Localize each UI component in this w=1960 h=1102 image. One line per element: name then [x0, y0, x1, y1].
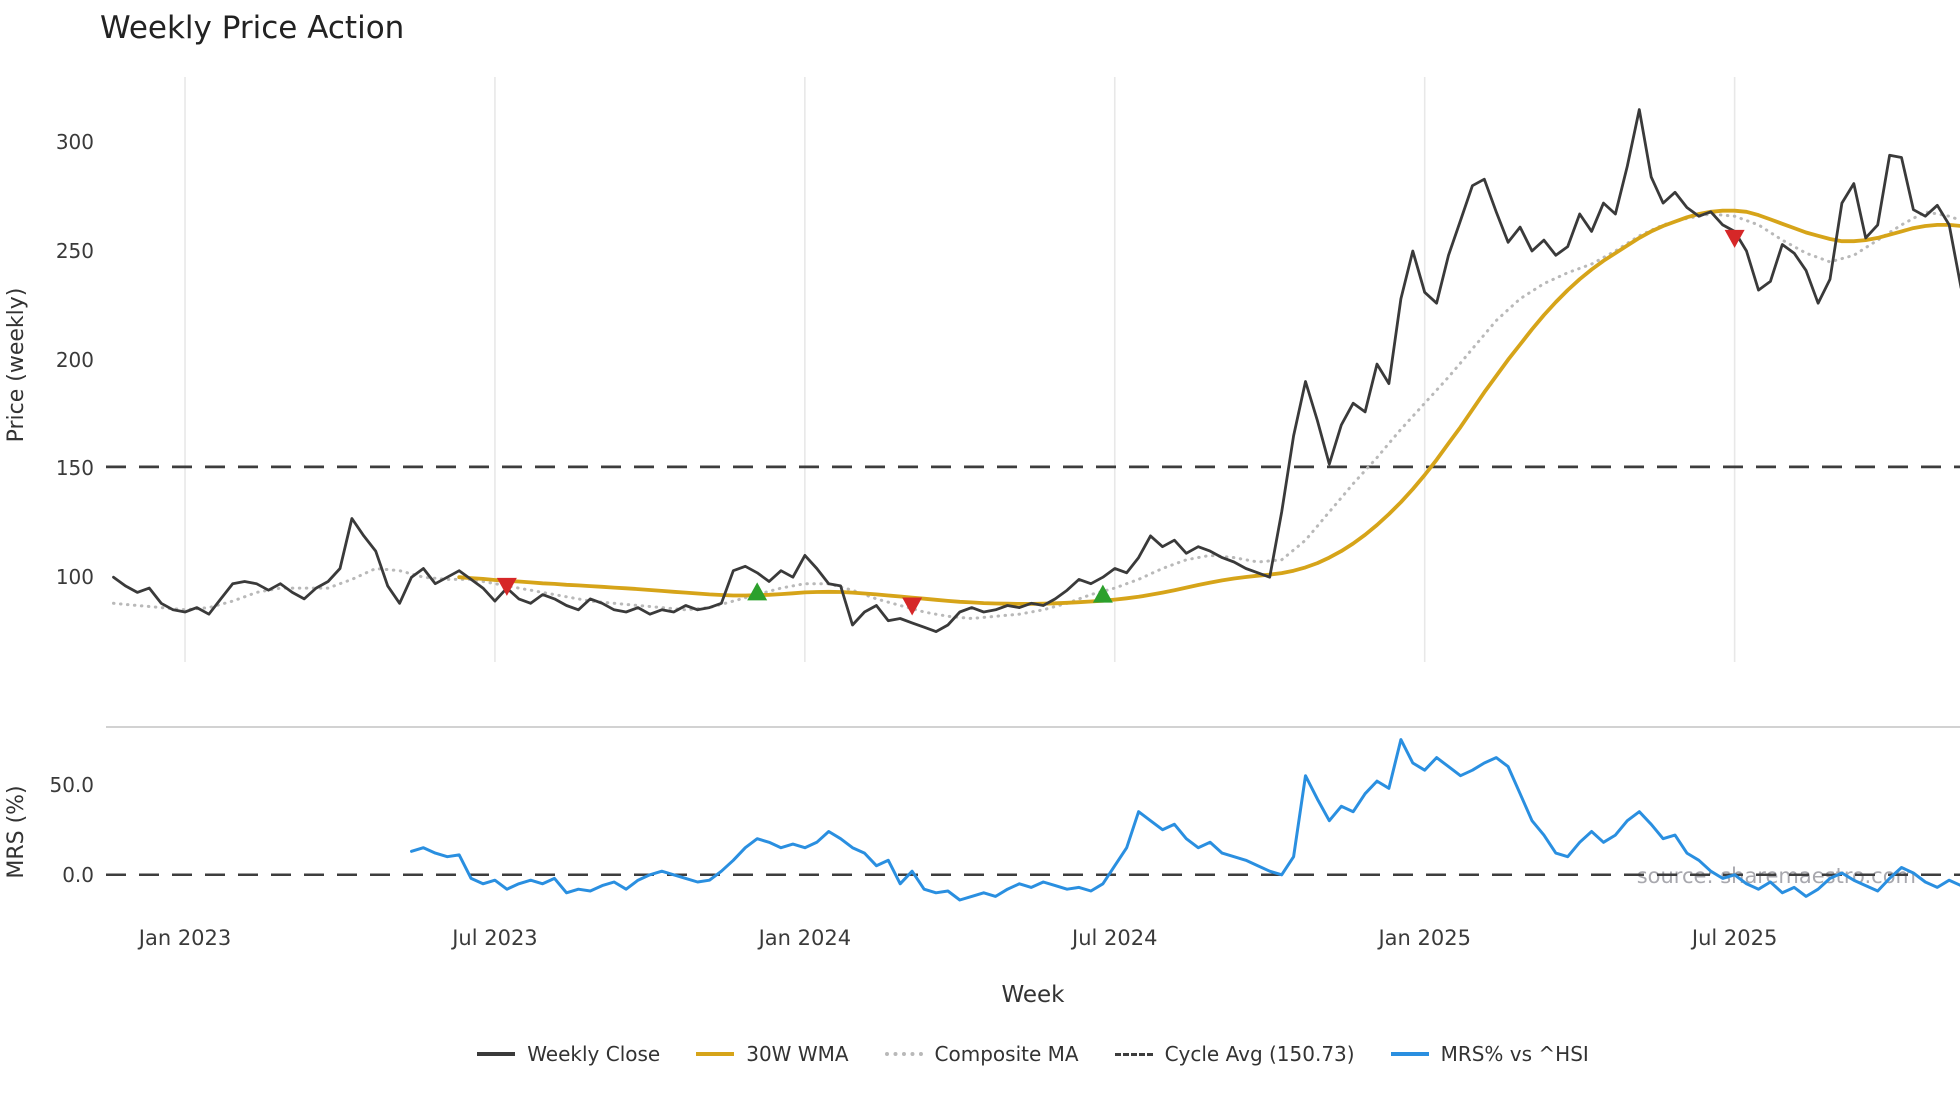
legend-label: Cycle Avg (150.73): [1164, 1042, 1355, 1066]
price-ytick-label: 300: [55, 130, 94, 155]
x-axis-title: Week: [1001, 982, 1065, 1008]
price-ytick-label: 250: [55, 238, 94, 263]
legend: Weekly Close 30W WMA Composite MA Cycle Avg…: [106, 1042, 1960, 1066]
watermark: source: sharemaestro.com: [1636, 864, 1916, 888]
legend-swatch-dotted: [884, 1052, 923, 1056]
mrs-axis-title: MRS (%): [4, 785, 29, 879]
composite-ma-line: [112, 210, 1960, 620]
sell-signal-marker: [496, 577, 517, 596]
legend-swatch-solid: [1390, 1052, 1429, 1056]
price-ytick-label: 150: [55, 456, 94, 481]
legend-item-cycle-avg-150-73: Cycle Avg (150.73): [1114, 1042, 1355, 1066]
sell-signal-marker: [1724, 229, 1745, 248]
buy-signal-marker: [747, 582, 768, 601]
legend-swatch-solid: [477, 1052, 516, 1056]
sell-signal-marker: [902, 597, 923, 616]
legend-item-mrs-vs-hsi: MRS% vs ^HSI: [1390, 1042, 1589, 1066]
legend-label: Composite MA: [934, 1042, 1079, 1066]
chart-title: Weekly Price Action: [100, 10, 405, 46]
mrs-vs-hsi-line: [410, 738, 1960, 902]
x-tick-label: Jul 2023: [452, 926, 538, 950]
mrs-ytick-label: 0.0: [62, 862, 94, 887]
legend-item-weekly-close: Weekly Close: [477, 1042, 660, 1066]
x-tick-label: Jan 2023: [138, 926, 232, 950]
legend-swatch-solid: [696, 1052, 735, 1056]
mrs-ytick-label: 50.0: [49, 772, 94, 797]
legend-item-composite-ma: Composite MA: [884, 1042, 1079, 1066]
legend-swatch-dashed: [1114, 1052, 1153, 1056]
price-ytick-label: 100: [55, 565, 94, 590]
legend-label: Weekly Close: [527, 1042, 661, 1066]
weekly-close-line: [112, 108, 1960, 633]
x-tick-label: Jul 2024: [1072, 926, 1158, 950]
buy-signal-marker: [1092, 584, 1113, 603]
x-tick-label: Jan 2025: [1378, 926, 1471, 950]
x-tick-label: Jul 2025: [1691, 926, 1778, 950]
x-tick-label: Jan 2024: [758, 926, 852, 950]
legend-label: 30W WMA: [746, 1042, 849, 1066]
legend-item-30w-wma: 30W WMA: [696, 1042, 849, 1066]
legend-label: MRS% vs ^HSI: [1440, 1042, 1589, 1066]
price-ytick-label: 200: [55, 347, 94, 372]
